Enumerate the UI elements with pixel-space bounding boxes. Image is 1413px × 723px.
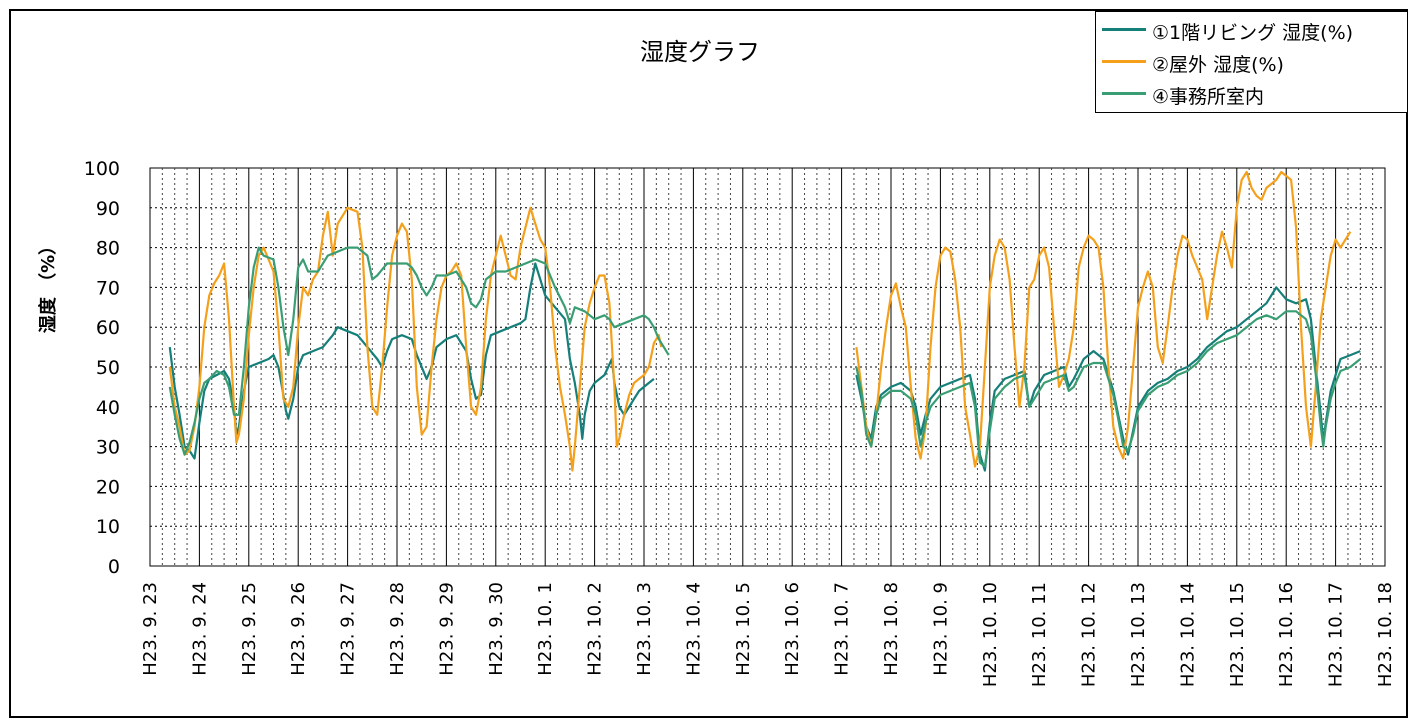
x-tick-label: H23. 10. 13	[1128, 582, 1149, 687]
y-tick-label: 70	[96, 277, 120, 299]
y-tick-label: 30	[96, 437, 120, 459]
x-tick-label: H23. 10. 4	[683, 582, 704, 676]
legend-item-living: ①1階リビング 湿度(%)	[1096, 16, 1407, 44]
legend-swatch-outdoor	[1102, 60, 1146, 63]
series-line-2	[168, 246, 670, 456]
x-tick-label: H23. 10. 18	[1375, 582, 1396, 687]
legend-swatch-office	[1102, 92, 1146, 95]
legend-label-outdoor: ②屋外 湿度(%)	[1152, 54, 1284, 76]
x-tick-label: H23. 10. 16	[1276, 582, 1297, 687]
x-tick-label: H23. 10. 11	[1029, 582, 1050, 687]
y-axis-ticks: 0 10 20 30 40 50 60 70 80 90 100	[84, 158, 120, 578]
y-tick-label: 50	[96, 357, 120, 379]
x-tick-label: H23. 10. 5	[733, 582, 754, 676]
series-lines	[168, 170, 1361, 472]
series-line-1	[168, 206, 663, 472]
x-tick-label: H23. 10. 3	[634, 582, 655, 676]
x-tick-label: H23. 10. 10	[980, 582, 1001, 687]
x-tick-label: H23. 9. 25	[239, 582, 260, 676]
y-tick-label: 80	[96, 238, 120, 260]
x-tick-label: H23. 10. 6	[782, 582, 803, 676]
series-line-0	[168, 262, 655, 460]
x-tick-label: H23. 9. 27	[338, 582, 359, 676]
x-tick-label: H23. 10. 8	[881, 582, 902, 676]
x-tick-label: H23. 10. 12	[1079, 582, 1100, 687]
series-line-5	[855, 310, 1361, 468]
x-tick-label: H23. 9. 24	[189, 582, 210, 676]
series-line-4	[855, 170, 1352, 468]
chart-title: 湿度グラフ	[640, 38, 760, 66]
y-tick-label: 60	[96, 317, 120, 339]
x-tick-label: H23. 10. 15	[1227, 582, 1248, 687]
legend: ①1階リビング 湿度(%) ②屋外 湿度(%) ④事務所室内	[1095, 11, 1408, 113]
x-tick-label: H23. 10. 2	[585, 582, 606, 676]
x-tick-label: H23. 9. 30	[486, 582, 507, 676]
x-axis-ticks: H23. 9. 23 H23. 9. 24 H23. 9. 25 H23. 9. 26…	[140, 582, 1396, 687]
x-tick-label: H23. 9. 26	[288, 582, 309, 676]
y-tick-label: 20	[96, 476, 120, 498]
legend-swatch-living	[1102, 28, 1146, 31]
x-tick-label: H23. 10. 7	[832, 582, 853, 676]
x-tick-label: H23. 10. 14	[1177, 582, 1198, 687]
legend-label-living: ①1階リビング 湿度(%)	[1152, 22, 1354, 44]
legend-label-office: ④事務所室内	[1152, 86, 1265, 108]
x-tick-label: H23. 9. 23	[140, 582, 161, 676]
x-tick-label: H23. 10. 1	[535, 582, 556, 676]
legend-item-outdoor: ②屋外 湿度(%)	[1096, 48, 1407, 76]
x-tick-label: H23. 10. 9	[930, 582, 951, 676]
y-axis-label: 湿度 （%）	[38, 236, 59, 334]
y-tick-label: 10	[96, 516, 120, 538]
y-tick-label: 0	[108, 556, 120, 578]
y-tick-label: 90	[96, 198, 120, 220]
legend-item-office: ④事務所室内	[1096, 80, 1407, 108]
x-tick-label: H23. 10. 17	[1326, 582, 1347, 687]
y-tick-label: 40	[96, 397, 120, 419]
y-tick-label: 100	[84, 158, 120, 180]
x-tick-label: H23. 9. 28	[387, 582, 408, 676]
x-tick-label: H23. 9. 29	[436, 582, 457, 676]
